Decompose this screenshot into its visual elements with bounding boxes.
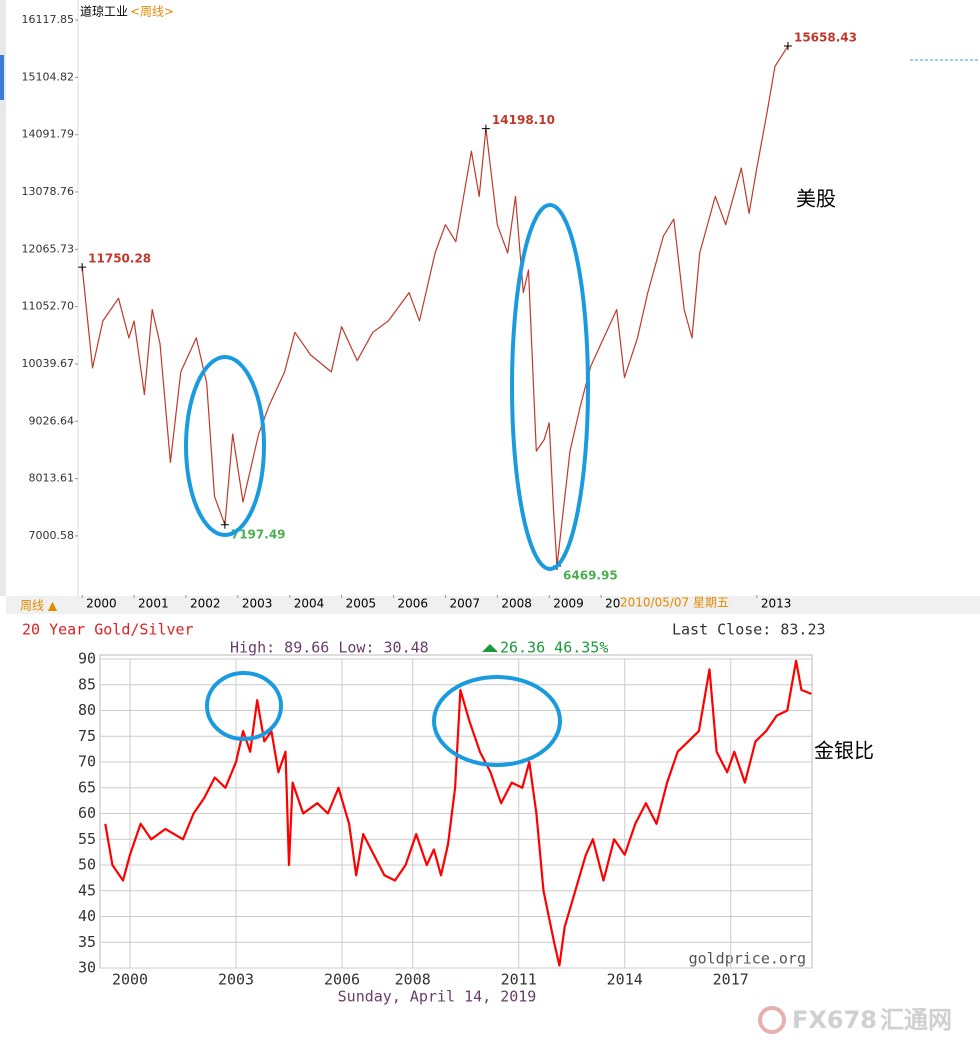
x-tick-label: 2008: [501, 597, 532, 611]
value-label: 11750.28: [88, 252, 151, 266]
y-tick-label: 15104.82: [22, 70, 75, 83]
x-tick-label: 2005: [346, 597, 377, 611]
x-tick-label: 20: [605, 597, 620, 611]
highlight-ellipses: [184, 203, 590, 767]
y-tick-label: 50: [78, 856, 96, 874]
ellipse: [205, 671, 283, 741]
y-tick-label: 55: [78, 830, 96, 848]
y-tick-label: 70: [78, 753, 96, 771]
point-marker: [783, 42, 792, 51]
y-tick-label: 16117.85: [22, 13, 75, 26]
side-tab: [0, 55, 4, 100]
y-tick-label: 35: [78, 933, 96, 951]
logo-name: 汇通网: [880, 1006, 952, 1034]
ellipse: [510, 203, 590, 571]
y-tick-label: 60: [78, 804, 96, 822]
tooltip: 2010/05/07 星期五: [620, 596, 729, 610]
x-tick-label: 2003: [218, 971, 254, 989]
x-tick-label: 2000: [112, 971, 148, 989]
x-tick-label: 2013: [761, 597, 792, 611]
chart-title: 20 Year Gold/Silver: [22, 621, 194, 639]
x-tick-label: 2008: [395, 971, 431, 989]
last-close: Last Close: 83.23: [672, 621, 826, 639]
y-tick-label: 14091.79: [22, 128, 75, 141]
point-marker: [220, 520, 229, 529]
y-tick-label: 11052.70: [22, 300, 75, 313]
change: 26.36 46.35%: [500, 639, 608, 657]
y-tick-label: 7000.58: [29, 529, 75, 542]
chart-subtitle: <周线>: [130, 5, 174, 19]
value-label: 6469.95: [563, 568, 618, 582]
y-tick-label: 8013.61: [29, 472, 75, 485]
x-tick-label: 2014: [607, 971, 643, 989]
x-tick-label: 2007: [449, 597, 480, 611]
ellipse: [432, 675, 562, 767]
value-label: 14198.10: [492, 113, 555, 127]
x-tick-label: 2006: [398, 597, 429, 611]
plot-frame: [99, 654, 813, 969]
x-tick-label: 2000: [86, 597, 117, 611]
side-strip: [0, 0, 6, 596]
axis-strip: [6, 596, 980, 614]
y-tick-label: 80: [78, 701, 96, 719]
y-tick-label: 85: [78, 675, 96, 693]
high-low: High: 89.66 Low: 30.48: [230, 639, 429, 657]
y-tick-label: 40: [78, 907, 96, 925]
y-tick-label: 75: [78, 727, 96, 745]
footer-date: Sunday, April 14, 2019: [338, 988, 537, 1006]
ellipse: [184, 355, 266, 537]
up-arrow: [482, 644, 498, 652]
point-marker: [481, 124, 490, 133]
y-tick-label: 30: [78, 959, 96, 977]
point-marker: [78, 263, 87, 272]
y-tick-label: 90: [78, 650, 96, 668]
x-tick-label: 2017: [713, 971, 749, 989]
logo-icon: [758, 1006, 786, 1034]
y-tick-label: 10039.67: [22, 357, 75, 370]
data-line: [104, 659, 812, 967]
annotation: 美股: [796, 187, 836, 211]
annotation: 金银比: [814, 739, 874, 763]
x-tick-label: 2001: [138, 597, 169, 611]
logo-brand: FX678: [792, 1006, 877, 1034]
data-line: [81, 45, 789, 567]
value-label: 7197.49: [231, 527, 286, 541]
watermark: goldprice.org: [689, 950, 806, 968]
x-tick-label: 2004: [294, 597, 325, 611]
x-tick-label: 2011: [501, 971, 537, 989]
value-label: 15658.43: [794, 31, 857, 45]
x-tick-label: 2009: [553, 597, 584, 611]
x-tick-label: 2003: [242, 597, 273, 611]
chart-title: 道琼工业: [80, 4, 128, 19]
y-tick-label: 12065.73: [22, 242, 75, 255]
y-tick-label: 65: [78, 778, 96, 796]
y-tick-label: 13078.76: [22, 185, 75, 198]
x-tick-label: 2006: [324, 971, 360, 989]
y-tick-label: 9026.64: [29, 414, 75, 427]
period-tab[interactable]: 周线 ▲: [20, 599, 58, 613]
y-tick-label: 45: [78, 881, 96, 899]
x-tick-label: 2002: [190, 597, 221, 611]
